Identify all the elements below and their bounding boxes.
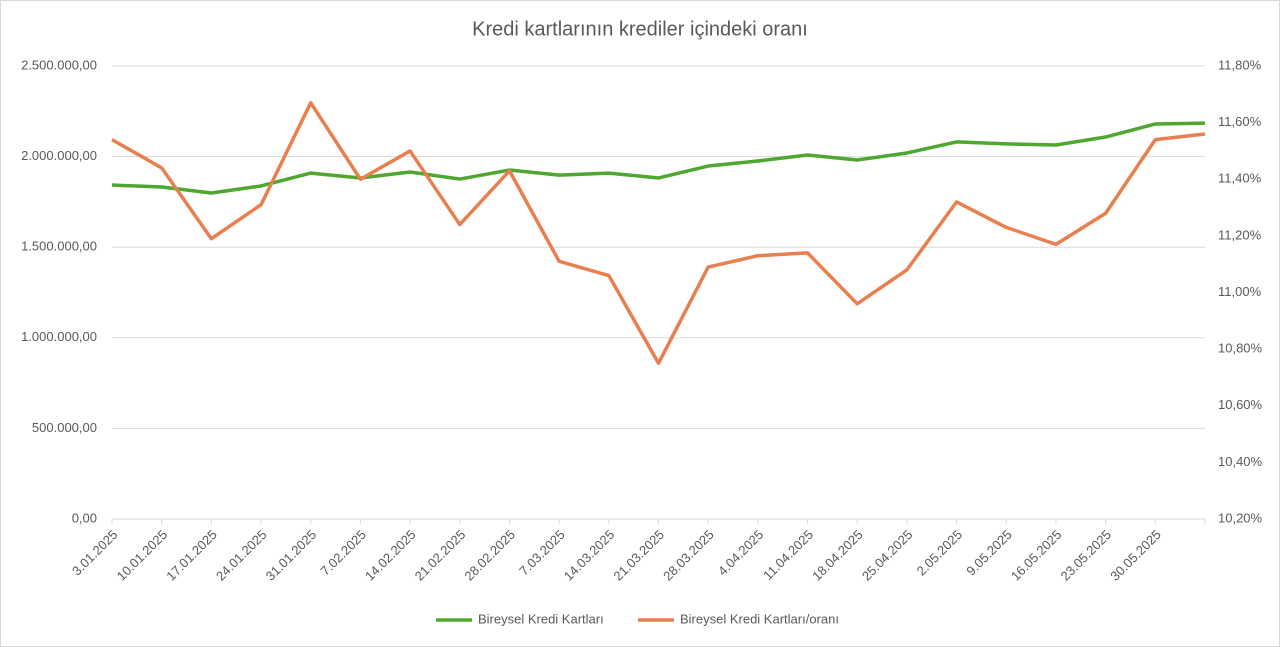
y2-tick-label: 11,80% [1218,57,1262,72]
y2-tick-label: 11,20% [1218,227,1262,242]
y2-tick-label: 11,00% [1218,284,1262,299]
y-tick-label: 0,00 [72,510,97,525]
y2-tick-label: 10,80% [1218,341,1263,356]
y-tick-label: 500.000,00 [32,420,97,435]
y-tick-label: 1.000.000,00 [21,329,97,344]
y2-tick-label: 10,20% [1218,510,1263,525]
y2-tick-label: 11,40% [1218,171,1262,186]
y-tick-label: 2.500.000,00 [21,57,97,72]
chart-title: Kredi kartlarının krediler içindeki oran… [472,18,808,40]
series-line [111,121,1206,195]
y2-tick-label: 10,40% [1218,454,1263,469]
legend-label: Bireysel Kredi Kartları [478,611,604,626]
y2-tick-label: 11,60% [1218,114,1262,129]
series-line [111,101,1206,366]
y-tick-label: 1.500.000,00 [21,239,97,254]
y-tick-label: 2.000.000,00 [21,148,97,163]
legend-label: Bireysel Kredi Kartları/oranı [680,611,839,626]
y2-tick-label: 10,60% [1218,397,1263,412]
